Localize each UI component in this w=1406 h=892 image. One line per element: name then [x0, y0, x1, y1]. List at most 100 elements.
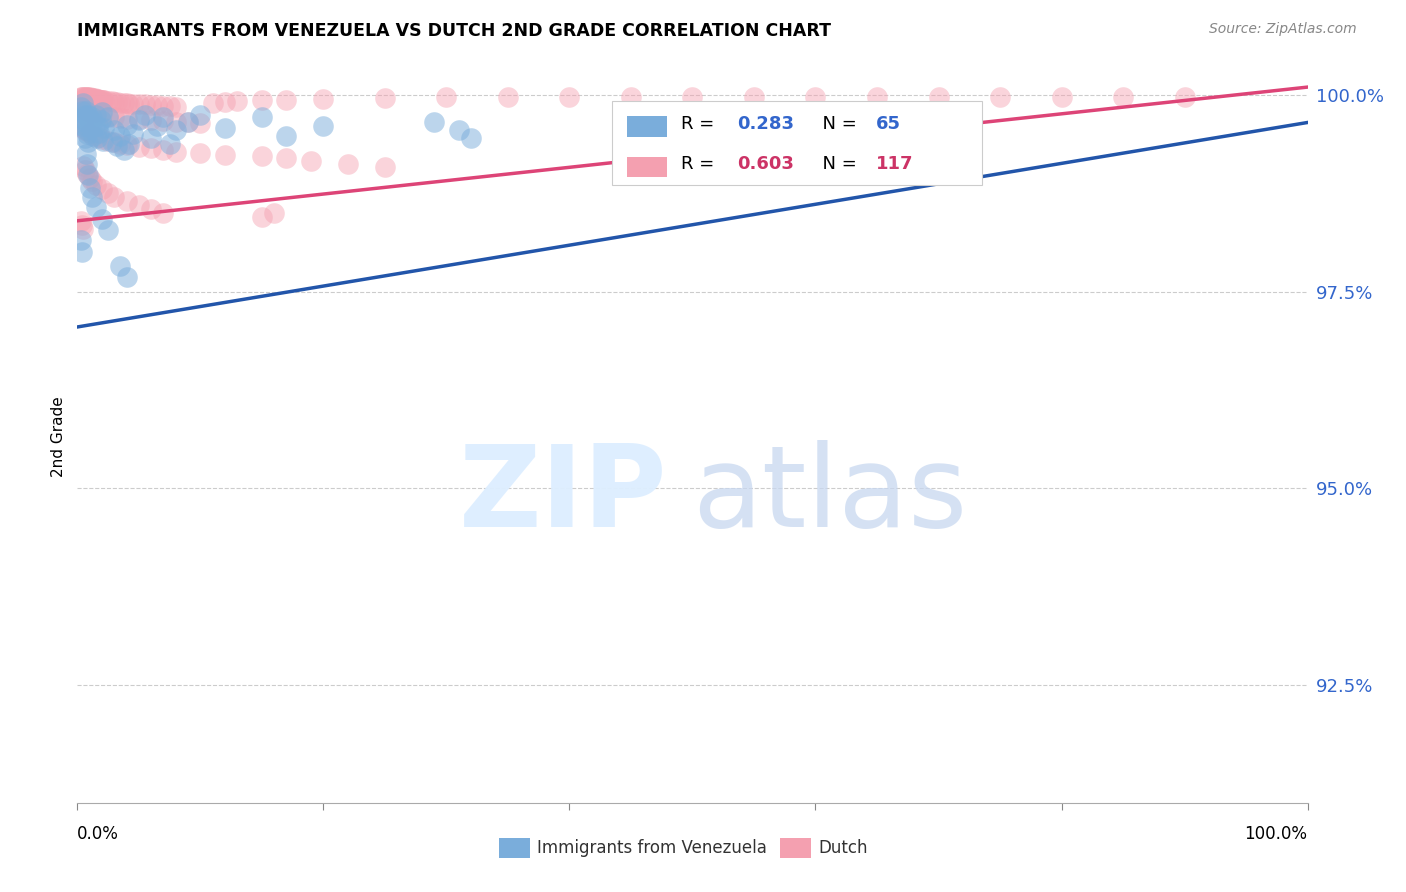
Text: IMMIGRANTS FROM VENEZUELA VS DUTCH 2ND GRADE CORRELATION CHART: IMMIGRANTS FROM VENEZUELA VS DUTCH 2ND G… — [77, 22, 831, 40]
Point — [75, 147, 97, 161]
Point — [263, 206, 285, 220]
Point — [742, 89, 765, 103]
Point — [1112, 89, 1135, 103]
Point — [82, 110, 104, 124]
Point — [72, 221, 94, 235]
Point — [89, 126, 111, 140]
Point — [70, 214, 93, 228]
Point — [79, 170, 101, 185]
Point — [141, 131, 163, 145]
Point — [72, 95, 94, 110]
Point — [159, 136, 181, 151]
Point — [112, 95, 135, 110]
Text: ZIP: ZIP — [460, 440, 668, 551]
Point — [115, 270, 138, 285]
Point — [101, 135, 124, 149]
Point — [496, 90, 519, 104]
Point — [188, 116, 212, 130]
Point — [73, 107, 96, 121]
Point — [152, 114, 174, 128]
Point — [79, 180, 101, 194]
Point — [80, 91, 103, 105]
Point — [70, 103, 93, 118]
Text: N =: N = — [811, 155, 862, 173]
Point — [110, 128, 132, 143]
Point — [90, 93, 112, 107]
Point — [128, 97, 150, 112]
Text: R =: R = — [682, 115, 720, 133]
Point — [70, 120, 93, 134]
Point — [77, 135, 100, 149]
Point — [1174, 89, 1197, 103]
Point — [76, 167, 98, 181]
Point — [374, 91, 396, 105]
Point — [76, 124, 98, 138]
Point — [620, 89, 643, 103]
Point — [76, 123, 98, 137]
Point — [72, 102, 94, 116]
Point — [337, 157, 360, 171]
Bar — [627, 157, 666, 178]
Point — [84, 200, 107, 214]
Point — [97, 223, 120, 237]
Point — [76, 103, 98, 118]
Point — [82, 91, 104, 105]
Point — [276, 128, 298, 143]
Point — [84, 92, 107, 106]
Point — [188, 107, 212, 121]
Point — [97, 110, 120, 124]
Point — [110, 136, 132, 151]
Point — [73, 90, 96, 104]
Point — [121, 96, 143, 111]
Point — [152, 110, 174, 124]
Point — [91, 134, 114, 148]
Point — [73, 115, 96, 129]
Point — [87, 92, 110, 106]
Point — [141, 98, 163, 112]
Point — [70, 89, 93, 103]
Point — [97, 134, 120, 148]
Text: 0.283: 0.283 — [737, 115, 794, 133]
Point — [103, 190, 125, 204]
Point — [103, 123, 125, 137]
Point — [121, 128, 143, 142]
Point — [83, 91, 105, 105]
Point — [89, 130, 111, 145]
Text: R =: R = — [682, 155, 720, 173]
Point — [72, 89, 94, 103]
Point — [460, 131, 482, 145]
Point — [73, 122, 96, 136]
Point — [76, 157, 98, 171]
Point — [118, 96, 141, 111]
Point — [804, 89, 827, 103]
Point — [214, 95, 236, 109]
Point — [152, 143, 174, 157]
Point — [75, 103, 97, 118]
Point — [103, 110, 125, 124]
Point — [72, 120, 94, 135]
Point — [110, 260, 132, 274]
Point — [110, 111, 132, 125]
Point — [82, 106, 104, 120]
Point — [75, 103, 97, 118]
Point — [82, 128, 104, 142]
Point — [141, 141, 163, 155]
Y-axis label: 2nd Grade: 2nd Grade — [51, 397, 66, 477]
Point — [558, 90, 581, 104]
Point — [214, 120, 236, 135]
Point — [105, 95, 128, 109]
FancyBboxPatch shape — [613, 101, 981, 185]
Point — [276, 93, 298, 107]
Point — [72, 112, 94, 126]
Point — [73, 162, 96, 177]
Point — [80, 120, 103, 135]
Point — [423, 115, 446, 129]
Point — [79, 126, 101, 140]
Point — [93, 94, 115, 108]
Point — [90, 182, 114, 196]
Point — [101, 95, 124, 109]
Point — [73, 131, 96, 145]
Text: 0.0%: 0.0% — [77, 825, 120, 843]
Point — [250, 110, 273, 124]
Point — [226, 95, 249, 109]
